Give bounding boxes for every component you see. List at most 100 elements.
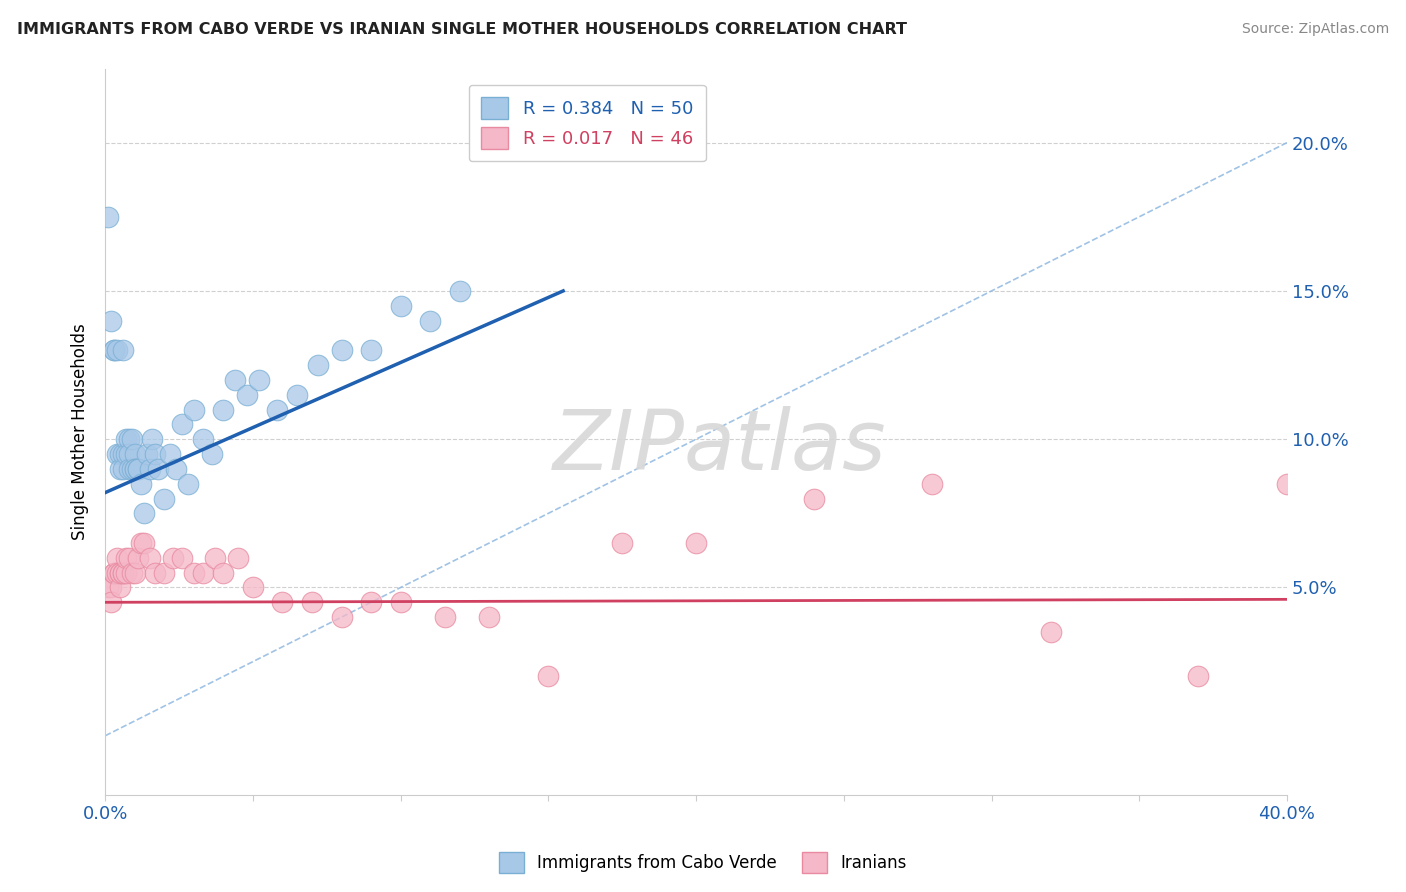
Point bbox=[159, 447, 181, 461]
Point bbox=[100, 313, 122, 327]
Point bbox=[803, 491, 825, 506]
Point bbox=[111, 343, 134, 358]
Point bbox=[330, 343, 353, 358]
Point bbox=[271, 595, 294, 609]
Point bbox=[115, 550, 138, 565]
Point bbox=[103, 343, 125, 358]
Point bbox=[103, 343, 125, 358]
Point bbox=[301, 595, 323, 609]
Point bbox=[419, 313, 441, 327]
Point bbox=[148, 462, 170, 476]
Point bbox=[162, 550, 184, 565]
Point bbox=[121, 566, 143, 580]
Point bbox=[612, 536, 634, 550]
Point bbox=[108, 447, 131, 461]
Legend: Immigrants from Cabo Verde, Iranians: Immigrants from Cabo Verde, Iranians bbox=[492, 846, 914, 880]
Point bbox=[537, 669, 560, 683]
Point bbox=[118, 462, 141, 476]
Point bbox=[247, 373, 270, 387]
Point bbox=[145, 447, 167, 461]
Point bbox=[138, 550, 160, 565]
Point bbox=[105, 550, 128, 565]
Point bbox=[212, 566, 235, 580]
Point bbox=[285, 388, 308, 402]
Point bbox=[921, 476, 943, 491]
Point bbox=[170, 417, 193, 432]
Point bbox=[132, 506, 155, 520]
Point bbox=[1275, 476, 1298, 491]
Point bbox=[97, 210, 120, 224]
Point bbox=[236, 388, 259, 402]
Point bbox=[449, 284, 471, 298]
Point bbox=[183, 566, 205, 580]
Point bbox=[127, 550, 149, 565]
Point bbox=[191, 432, 214, 446]
Point bbox=[165, 462, 187, 476]
Point bbox=[115, 566, 138, 580]
Point bbox=[124, 447, 146, 461]
Point bbox=[153, 566, 176, 580]
Point bbox=[121, 432, 143, 446]
Point bbox=[132, 536, 155, 550]
Point bbox=[170, 550, 193, 565]
Point bbox=[226, 550, 249, 565]
Point bbox=[121, 462, 143, 476]
Point bbox=[115, 447, 138, 461]
Point bbox=[135, 447, 157, 461]
Point bbox=[1039, 624, 1062, 639]
Point bbox=[183, 402, 205, 417]
Point bbox=[212, 402, 235, 417]
Point bbox=[360, 343, 382, 358]
Point bbox=[129, 536, 152, 550]
Point bbox=[685, 536, 707, 550]
Point bbox=[141, 432, 163, 446]
Point bbox=[389, 299, 412, 313]
Point bbox=[433, 610, 456, 624]
Point bbox=[204, 550, 226, 565]
Point bbox=[127, 462, 149, 476]
Point bbox=[360, 595, 382, 609]
Point bbox=[111, 566, 134, 580]
Point bbox=[145, 566, 167, 580]
Point bbox=[100, 581, 122, 595]
Point bbox=[105, 566, 128, 580]
Point bbox=[108, 462, 131, 476]
Legend: R = 0.384   N = 50, R = 0.017   N = 46: R = 0.384 N = 50, R = 0.017 N = 46 bbox=[468, 85, 706, 161]
Point bbox=[307, 358, 329, 372]
Point bbox=[108, 566, 131, 580]
Point bbox=[103, 566, 125, 580]
Point bbox=[124, 462, 146, 476]
Point bbox=[105, 447, 128, 461]
Point bbox=[118, 550, 141, 565]
Point bbox=[191, 566, 214, 580]
Point bbox=[118, 447, 141, 461]
Point bbox=[200, 447, 222, 461]
Point bbox=[103, 566, 125, 580]
Point bbox=[129, 476, 152, 491]
Point bbox=[1187, 669, 1209, 683]
Point bbox=[118, 432, 141, 446]
Point bbox=[105, 343, 128, 358]
Point bbox=[100, 595, 122, 609]
Point bbox=[115, 432, 138, 446]
Point bbox=[177, 476, 200, 491]
Point bbox=[478, 610, 501, 624]
Point bbox=[108, 566, 131, 580]
Point bbox=[153, 491, 176, 506]
Text: ZIPatlas: ZIPatlas bbox=[553, 406, 887, 487]
Point bbox=[124, 462, 146, 476]
Point bbox=[330, 610, 353, 624]
Point bbox=[111, 566, 134, 580]
Point bbox=[111, 462, 134, 476]
Y-axis label: Single Mother Households: Single Mother Households bbox=[72, 324, 89, 541]
Text: IMMIGRANTS FROM CABO VERDE VS IRANIAN SINGLE MOTHER HOUSEHOLDS CORRELATION CHART: IMMIGRANTS FROM CABO VERDE VS IRANIAN SI… bbox=[17, 22, 907, 37]
Point bbox=[266, 402, 288, 417]
Point bbox=[224, 373, 246, 387]
Point bbox=[108, 581, 131, 595]
Text: Source: ZipAtlas.com: Source: ZipAtlas.com bbox=[1241, 22, 1389, 37]
Point bbox=[111, 447, 134, 461]
Point bbox=[97, 581, 120, 595]
Point bbox=[138, 462, 160, 476]
Point bbox=[242, 581, 264, 595]
Point bbox=[124, 566, 146, 580]
